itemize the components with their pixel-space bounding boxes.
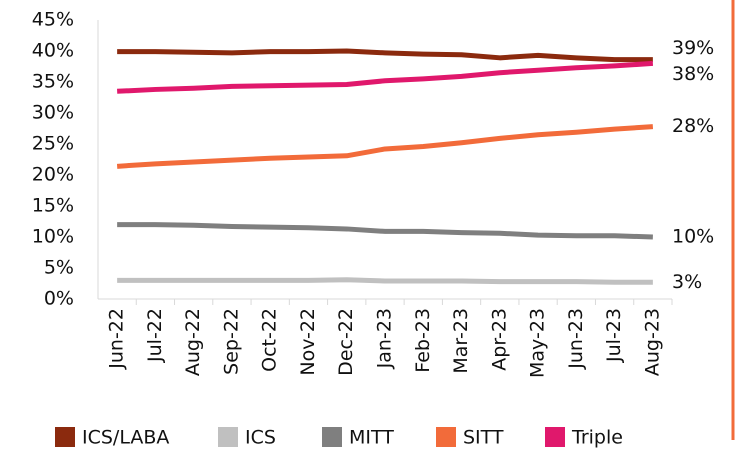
series-line [117, 277, 653, 285]
x-tick-label: Apr-23 [488, 308, 510, 371]
x-tick-label: May-23 [527, 308, 549, 378]
value-label: 28% [672, 115, 714, 137]
y-tick-label: 25% [32, 133, 74, 155]
x-tick-label: Jul-23 [603, 308, 625, 363]
legend-label: SITT [463, 427, 504, 449]
value-label: 39% [672, 37, 714, 59]
x-tick-label: Aug-23 [641, 308, 663, 376]
x-tick-label: Jun-22 [106, 308, 128, 370]
legend-label: ICS/LABA [82, 427, 169, 449]
series-line [117, 60, 654, 94]
x-tick-label: Jun-23 [565, 308, 587, 370]
y-tick-label: 40% [32, 40, 74, 62]
y-tick-label: 35% [32, 71, 74, 93]
x-tick-label: Sep-22 [220, 308, 242, 375]
legend-label: ICS [245, 427, 276, 449]
x-tick-label: Jul-22 [144, 308, 166, 363]
series-line [116, 124, 654, 169]
legend-swatch [218, 427, 238, 447]
x-tick-label: Oct-22 [259, 308, 281, 372]
value-label: 10% [672, 226, 714, 248]
y-tick-label: 30% [32, 102, 74, 124]
series-line [117, 222, 653, 240]
y-tick-label: 5% [44, 257, 74, 279]
y-tick-label: 15% [32, 195, 74, 217]
legend-label: Triple [571, 427, 623, 449]
y-tick-label: 10% [32, 226, 74, 248]
value-label: 3% [672, 271, 702, 293]
x-tick-label: Feb-23 [412, 308, 434, 373]
legend-label: MITT [349, 427, 394, 449]
legend-swatch [55, 427, 75, 447]
x-tick-label: Aug-22 [182, 308, 204, 376]
x-tick-label: Jan-23 [374, 308, 396, 369]
y-tick-label: 45% [32, 9, 74, 31]
series-line [117, 48, 653, 63]
legend-swatch [436, 427, 456, 447]
x-tick-label: Mar-23 [450, 308, 472, 374]
y-tick-label: 20% [32, 164, 74, 186]
legend-swatch [545, 427, 565, 447]
value-label: 38% [672, 63, 714, 85]
legend-swatch [322, 427, 342, 447]
x-tick-label: Nov-22 [297, 308, 319, 376]
x-tick-label: Dec-22 [335, 308, 357, 376]
y-tick-label: 0% [44, 288, 74, 310]
